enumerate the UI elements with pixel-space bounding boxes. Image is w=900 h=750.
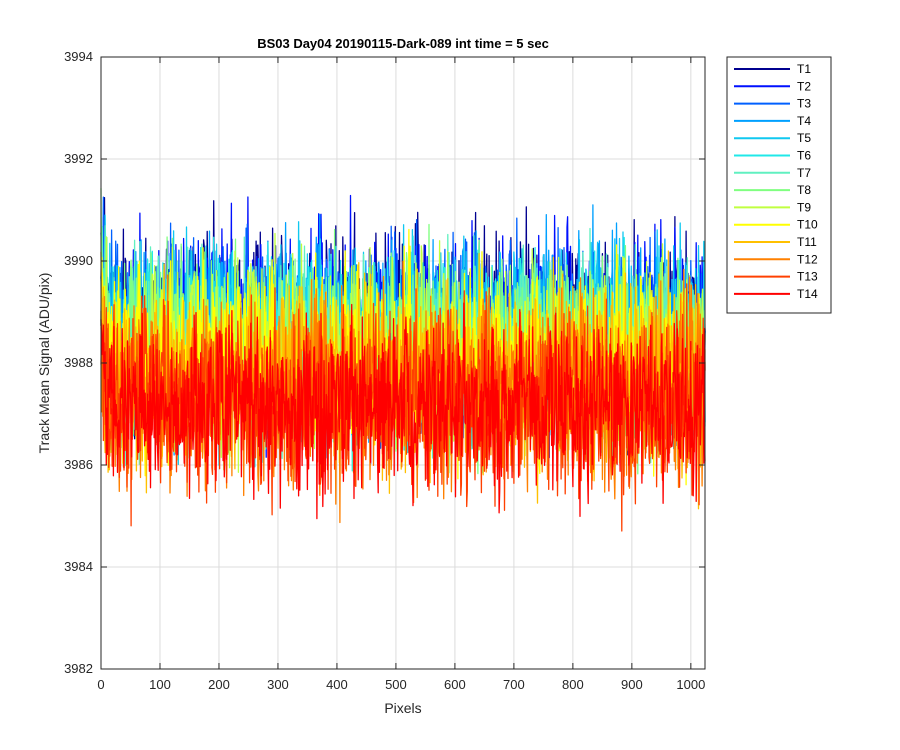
- x-tick-label: 500: [385, 677, 407, 692]
- legend-label: T3: [797, 97, 811, 111]
- legend-label: T9: [797, 200, 811, 214]
- y-tick-label: 3984: [64, 559, 93, 574]
- y-axis-label: Track Mean Signal (ADU/pix): [36, 273, 52, 454]
- legend-label: T10: [797, 218, 818, 232]
- legend-label: T1: [797, 62, 811, 76]
- legend-label: T5: [797, 131, 811, 145]
- legend-box: [726, 56, 832, 314]
- y-tick-label: 3994: [64, 49, 93, 64]
- x-tick-label: 300: [267, 677, 289, 692]
- x-tick-label: 100: [149, 677, 171, 692]
- legend-label: T11: [797, 235, 817, 249]
- chart-title: BS03 Day04 20190115-Dark-089 int time = …: [257, 36, 549, 51]
- legend-label: T2: [797, 79, 811, 93]
- x-tick-label: 400: [326, 677, 348, 692]
- x-tick-label: 900: [621, 677, 643, 692]
- legend-label: T4: [797, 114, 811, 128]
- x-tick-label: 1000: [676, 677, 705, 692]
- series-line-t14: [100, 302, 706, 520]
- x-tick-label: 0: [97, 677, 104, 692]
- legend: T1 T2 T3 T4 T5 T6 T7 T8 T9 T10 T11 T12 T13 T14: [726, 56, 832, 314]
- y-tick-label: 3988: [64, 355, 93, 370]
- x-tick-label: 200: [208, 677, 230, 692]
- legend-label: T6: [797, 149, 811, 163]
- ticks: 0 100 200 300 400 500 600 700 800 900 1000 3982 3984…: [64, 49, 705, 692]
- legend-label: T14: [797, 287, 818, 301]
- y-tick-label: 3986: [64, 457, 93, 472]
- legend-label: T8: [797, 183, 811, 197]
- legend-label: T13: [797, 270, 818, 284]
- x-tick-label: 800: [562, 677, 584, 692]
- y-tick-label: 3990: [64, 253, 93, 268]
- series-layer: [100, 188, 706, 532]
- x-tick-label: 600: [444, 677, 466, 692]
- legend-label: T12: [797, 252, 818, 266]
- x-axis-label: Pixels: [384, 700, 421, 716]
- x-tick-label: 700: [503, 677, 525, 692]
- y-tick-label: 3992: [64, 151, 93, 166]
- legend-label: T7: [797, 166, 811, 180]
- y-tick-label: 3982: [64, 661, 93, 676]
